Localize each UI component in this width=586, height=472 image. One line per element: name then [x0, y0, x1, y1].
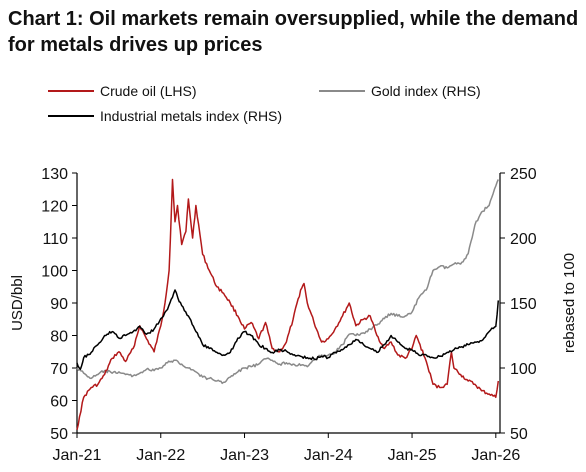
legend-label-crude-oil: Crude oil (LHS): [100, 83, 197, 99]
legend-label-gold-index: Gold index (RHS): [371, 83, 481, 99]
left-axis-tick-label: 100: [41, 264, 68, 281]
legend-swatch-industrial-metals: [48, 115, 94, 117]
right-axis-tick-label: 200: [510, 231, 537, 248]
x-axis-tick-label: Jan-26: [471, 447, 520, 464]
left-axis-tick-label: 70: [50, 361, 68, 378]
series-line-industrial-metals: [76, 289, 500, 371]
left-axis-tick-label: 120: [41, 199, 68, 216]
right-axis-tick-label: 250: [510, 166, 537, 183]
right-axis-tick-label: 150: [510, 296, 537, 313]
chart-series: [76, 178, 500, 430]
left-axis-tick-label: 90: [50, 296, 68, 313]
series-line-gold-index: [76, 179, 499, 385]
left-axis-tick-label: 110: [42, 231, 68, 248]
legend-item-industrial-metals: Industrial metals index (RHS): [48, 106, 282, 126]
x-axis-tick-label: Jan-22: [136, 447, 185, 464]
right-axis-tick-label: 50: [510, 426, 528, 443]
chart-title: Chart 1: Oil markets remain oversupplied…: [8, 8, 579, 56]
legend-swatch-gold-index: [319, 90, 365, 92]
x-axis-tick-label: Jan-23: [220, 447, 269, 464]
legend-item-gold-index: Gold index (RHS): [319, 81, 481, 101]
x-axis-tick-label: Jan-25: [388, 447, 437, 464]
right-axis-tick-label: 100: [510, 361, 537, 378]
x-axis-tick-label: Jan-21: [53, 447, 102, 464]
left-axis-tick-label: 50: [50, 426, 68, 443]
legend-swatch-crude-oil: [48, 90, 94, 92]
left-axis-tick-label: 130: [41, 166, 68, 183]
right-axis-label: rebased to 100: [561, 253, 578, 353]
chart-axes: 50 60 70 80 90 100 110 120 130 50 100 150 200 250 Jan-…: [41, 166, 537, 464]
left-axis-tick-label: 80: [50, 329, 68, 346]
legend-item-crude-oil: Crude oil (LHS): [48, 81, 196, 101]
x-axis-tick-label: Jan-24: [304, 447, 353, 464]
series-line-crude-oil: [76, 178, 500, 430]
left-axis-tick-label: 60: [50, 394, 68, 411]
left-axis-label: USD/bbl: [9, 275, 26, 331]
legend-label-industrial-metals: Industrial metals index (RHS): [100, 108, 283, 124]
